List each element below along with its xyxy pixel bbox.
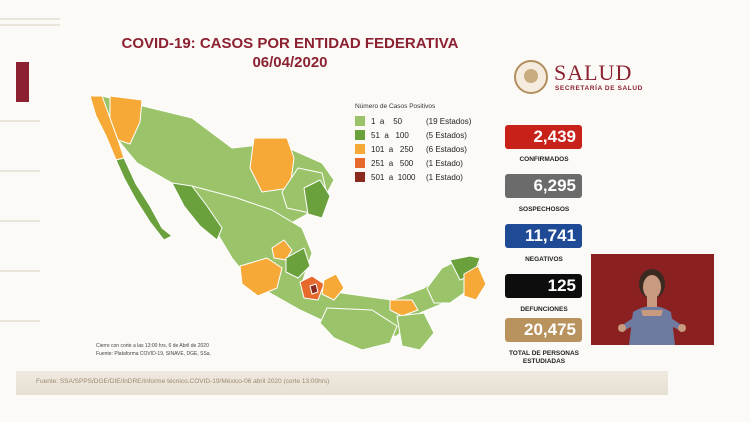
page-title: COVID-19: CASOS POR ENTIDAD FEDERATIVA 0…	[100, 34, 480, 72]
legend-count: (5 Estados)	[426, 130, 467, 140]
title-date: 06/04/2020	[252, 54, 328, 71]
cutoff-note: Cierre con corte a las 13:00 hrs, 6 de A…	[96, 343, 209, 349]
stat-value-box: 20,475	[505, 318, 582, 342]
state-region	[271, 239, 293, 261]
state-region	[285, 247, 311, 279]
state-region	[239, 257, 283, 297]
accent-bar	[16, 62, 29, 102]
legend-range: 501 a 1000	[371, 172, 416, 182]
source-note: Fuente: Plataforma COVID-19, SINAVE, DGE…	[96, 351, 211, 357]
state-region	[115, 157, 173, 241]
legend-swatch	[355, 116, 365, 126]
stat-value-box: 2,439	[505, 125, 582, 149]
legend-item: 251 a 500 (1 Estado)	[355, 156, 505, 170]
stat-value-box: 11,741	[505, 224, 582, 248]
state-region	[396, 312, 435, 351]
logo-name: SALUD	[554, 60, 633, 85]
ornament-stripe	[0, 320, 40, 322]
footer-source: Fuente: SSA/SPPS/DGE/DIE/InDRE/Informe t…	[36, 378, 330, 385]
ornament-stripe	[0, 120, 40, 122]
interpreter-video	[591, 254, 714, 345]
stat-label: DEFUNCIONES	[520, 306, 568, 313]
stat-label: TOTAL DE PERSONAS ESTUDIADAS	[508, 350, 580, 365]
national-seal-icon	[514, 60, 548, 94]
legend-count: (1 Estado)	[426, 158, 463, 168]
ornament-stripe	[0, 270, 40, 272]
legend-item: 51 a 100 (5 Estados)	[355, 128, 505, 142]
legend-item: 101 a 250 (6 Estados)	[355, 142, 505, 156]
state-region	[171, 182, 223, 241]
state-region	[463, 265, 487, 301]
state-region	[303, 179, 331, 219]
map-notes: Cierre con corte a las 13:00 hrs, 6 de A…	[96, 342, 211, 358]
ornament-stripe	[0, 24, 60, 26]
legend-title: Número de Casos Positivos	[355, 103, 436, 110]
state-region	[109, 95, 143, 145]
legend-swatch	[355, 144, 365, 154]
stat-label: SOSPECHOSOS	[518, 206, 570, 213]
stat-label: CONFIRMADOS	[519, 156, 569, 163]
legend-item: 1 a 50 (19 Estados)	[355, 114, 505, 128]
legend-range: 1 a 50	[371, 116, 403, 126]
legend-range: 251 a 500	[371, 158, 414, 168]
footer-bar: Fuente: SSA/SPPS/DGE/DIE/InDRE/Informe t…	[16, 371, 668, 395]
stat-value-box: 125	[505, 274, 582, 298]
legend-swatch	[355, 172, 365, 182]
title-line: COVID-19: CASOS POR ENTIDAD FEDERATIVA	[121, 35, 459, 52]
state-region	[389, 299, 419, 317]
mexico-map	[89, 95, 487, 351]
legend-swatch	[355, 158, 365, 168]
legend-item: 501 a 1000 (1 Estado)	[355, 170, 505, 184]
legend-count: (19 Estados)	[426, 116, 472, 126]
state-region	[319, 307, 398, 351]
legend-range: 51 a 100	[371, 130, 409, 140]
stat-value-box: 6,295	[505, 174, 582, 198]
logo-subtitle: SECRETARÍA DE SALUD	[555, 85, 643, 92]
salud-logo: SALUD SECRETARÍA DE SALUD	[514, 60, 644, 100]
map-legend: Número de Casos Positivos 1 a 50 (19 Esta…	[355, 103, 505, 184]
legend-count: (1 Estado)	[426, 172, 463, 182]
ornament-stripe	[0, 220, 40, 222]
state-region	[321, 273, 345, 301]
stat-label: NEGATIVOS	[525, 256, 563, 263]
interpreter-figure-icon	[591, 254, 714, 345]
ornament-stripe	[0, 170, 40, 172]
legend-count: (6 Estados)	[426, 144, 467, 154]
state-region	[309, 283, 319, 295]
ornament-stripe	[0, 18, 60, 20]
legend-swatch	[355, 130, 365, 140]
legend-range: 101 a 250	[371, 144, 414, 154]
